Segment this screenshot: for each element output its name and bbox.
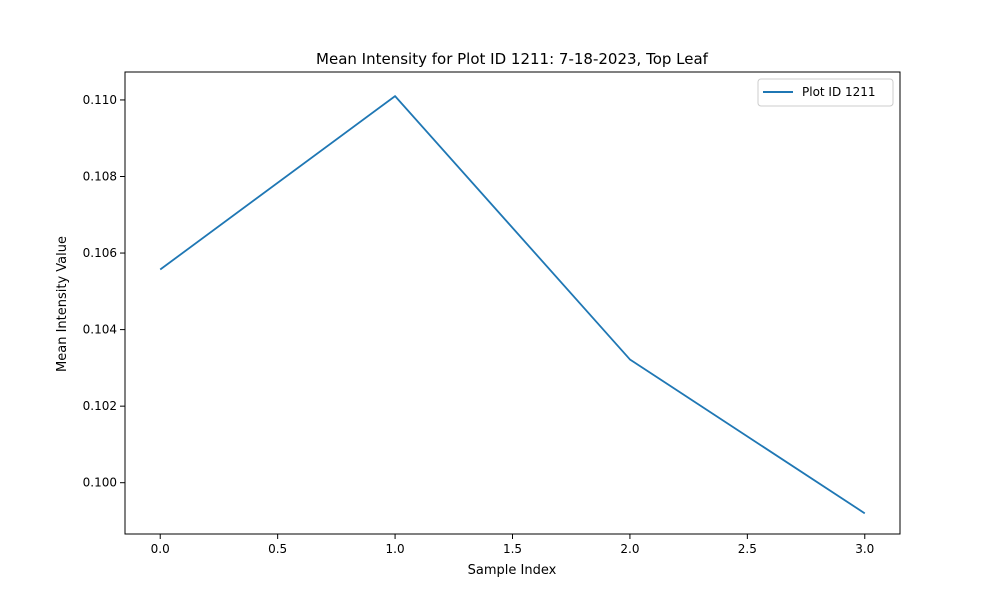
y-tick-label: 0.100 bbox=[83, 476, 117, 490]
series-layer bbox=[159, 95, 866, 515]
plot-area-frame bbox=[124, 71, 901, 535]
series-line-plot-id-1211 bbox=[159, 95, 866, 515]
y-tick-label: 0.110 bbox=[83, 93, 117, 107]
x-tick-label: 2.5 bbox=[738, 542, 757, 556]
legend-label-plot-id-1211: Plot ID 1211 bbox=[802, 85, 876, 99]
y-tick-label: 0.102 bbox=[83, 399, 117, 413]
legend: Plot ID 1211 bbox=[757, 78, 894, 107]
legend-box bbox=[757, 78, 894, 107]
y-tick-label: 0.108 bbox=[83, 169, 117, 183]
y-axis-label: Mean Intensity Value bbox=[55, 236, 70, 372]
x-tick-label: 1.5 bbox=[503, 542, 522, 556]
x-tick-label: 0.5 bbox=[268, 542, 287, 556]
y-axis-ticks: 0.100 0.102 0.104 0.106 0.108 0.110 bbox=[83, 93, 125, 490]
x-tick-label: 3.0 bbox=[855, 542, 874, 556]
y-tick-label: 0.104 bbox=[83, 323, 117, 337]
chart-title: Mean Intensity for Plot ID 1211: 7-18-20… bbox=[316, 50, 709, 68]
x-axis-ticks: 0.0 0.5 1.0 1.5 2.0 2.5 3.0 bbox=[151, 534, 874, 556]
x-tick-label: 1.0 bbox=[386, 542, 405, 556]
y-tick-label: 0.106 bbox=[83, 246, 117, 260]
x-tick-label: 0.0 bbox=[151, 542, 170, 556]
x-axis-label: Sample Index bbox=[468, 563, 557, 578]
x-tick-label: 2.0 bbox=[620, 542, 639, 556]
